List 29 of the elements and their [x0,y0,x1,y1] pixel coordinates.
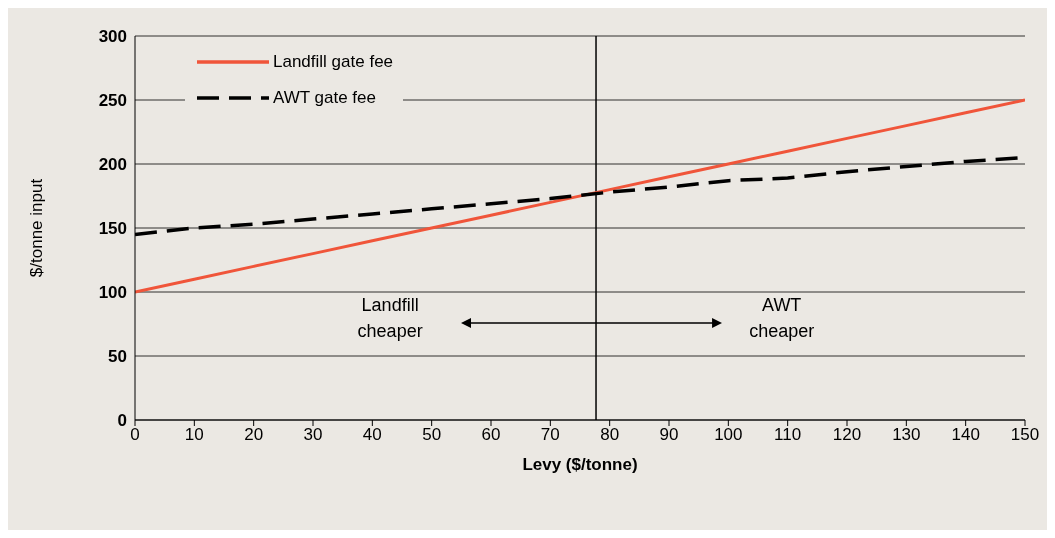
x-tick-label: 140 [951,425,980,445]
y-tick-label: 0 [117,411,127,431]
x-tick-label: 30 [303,425,323,445]
x-tick-label: 40 [362,425,382,445]
y-tick-label: 250 [98,91,127,111]
x-tick-label: 110 [774,425,802,445]
x-tick-label: 50 [422,425,442,445]
x-tick-label: 150 [1010,425,1040,445]
y-tick-label: 50 [108,347,127,367]
x-tick-label: 20 [244,425,264,445]
annotation: AWT cheaper [748,294,816,343]
y-tick-label: 200 [98,155,127,175]
y-axis-title: $/tonne input [27,178,47,278]
x-tick-label: 70 [540,425,560,445]
x-tick-label: 10 [184,425,204,445]
y-tick-label: 150 [98,219,127,239]
annotation: Landfill cheaper [356,294,424,343]
x-tick-label: 0 [130,425,140,445]
x-tick-label: 60 [481,425,501,445]
x-tick-label: 130 [892,425,921,445]
x-tick-label: 100 [714,425,743,445]
y-tick-label: 300 [98,27,127,47]
x-tick-label: 80 [600,425,620,445]
y-tick-label: 100 [98,283,127,303]
x-axis-title: Levy ($/tonne) [522,455,638,474]
legend-label: AWT gate fee [273,88,376,108]
x-tick-label: 90 [659,425,679,445]
x-tick-label: 120 [832,425,862,445]
legend-label: Landfill gate fee [273,52,394,72]
